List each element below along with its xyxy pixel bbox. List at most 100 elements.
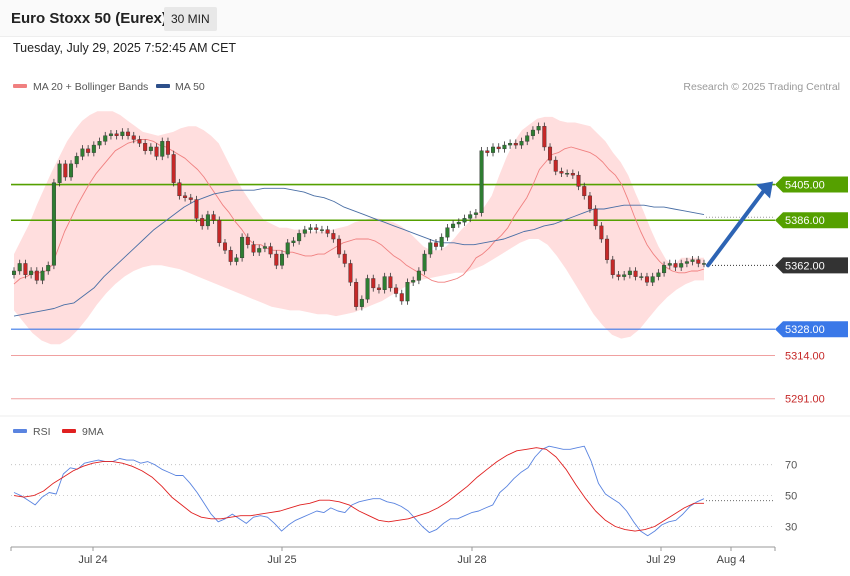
candle bbox=[103, 131, 108, 146]
candle bbox=[491, 143, 496, 157]
candle-body bbox=[525, 135, 530, 142]
rsi-legend: RSI 9MA bbox=[13, 426, 104, 438]
candle bbox=[359, 295, 364, 311]
candle bbox=[348, 259, 353, 286]
last-price-tag-label: 5362.00 bbox=[785, 260, 825, 272]
legend-swatch-ma50 bbox=[156, 84, 170, 88]
candle-body bbox=[177, 182, 182, 197]
candle bbox=[108, 130, 113, 140]
candle-body bbox=[188, 197, 193, 200]
candle-body bbox=[183, 195, 188, 198]
candle-body bbox=[451, 223, 456, 228]
candle bbox=[268, 242, 273, 258]
candle-body bbox=[485, 150, 490, 153]
candle bbox=[690, 255, 695, 266]
candle bbox=[200, 214, 205, 230]
candle-body bbox=[240, 236, 245, 259]
x-axis-label: Jul 28 bbox=[457, 554, 486, 566]
candle-body bbox=[131, 135, 136, 140]
candle-body bbox=[80, 148, 85, 157]
candle-body bbox=[496, 146, 501, 150]
candle-body bbox=[34, 270, 39, 281]
candle bbox=[194, 195, 199, 223]
candle-body bbox=[650, 276, 655, 283]
candle bbox=[228, 246, 233, 266]
candle-body bbox=[40, 270, 45, 281]
candle bbox=[354, 278, 359, 311]
support-tag-label: 5328.00 bbox=[785, 324, 825, 336]
candle-body bbox=[148, 146, 153, 151]
interval-selector-button[interactable]: 30 MIN bbox=[164, 7, 217, 31]
candle bbox=[40, 267, 45, 285]
candle-body bbox=[91, 144, 96, 153]
candle-body bbox=[456, 221, 461, 225]
candle bbox=[120, 128, 125, 140]
candle bbox=[34, 267, 39, 285]
candle-body bbox=[548, 146, 553, 161]
candle bbox=[342, 250, 347, 268]
candle-body bbox=[86, 148, 91, 153]
candle-body bbox=[114, 133, 119, 136]
candle-body bbox=[354, 282, 359, 307]
candle bbox=[502, 141, 507, 153]
minor-level-label: 5314.00 bbox=[785, 351, 825, 363]
candle-body bbox=[462, 218, 467, 223]
candle bbox=[428, 239, 433, 258]
legend-label-ma20: MA 20 + Bollinger Bands bbox=[33, 81, 148, 93]
candle bbox=[593, 205, 598, 230]
candle bbox=[667, 259, 672, 270]
candle bbox=[650, 272, 655, 286]
candle-body bbox=[342, 253, 347, 264]
candle bbox=[205, 210, 210, 230]
candle-body bbox=[553, 159, 558, 172]
candle bbox=[245, 233, 250, 249]
legend-swatch-9ma bbox=[62, 429, 76, 433]
candle bbox=[291, 237, 296, 247]
rsi-tick-label: 50 bbox=[785, 491, 797, 503]
candle-body bbox=[314, 227, 319, 230]
candle-body bbox=[656, 272, 661, 277]
candle-body bbox=[371, 278, 376, 289]
candle-body bbox=[616, 274, 621, 277]
candle bbox=[51, 178, 56, 270]
candle bbox=[673, 259, 678, 271]
candle bbox=[565, 169, 570, 178]
candle bbox=[74, 152, 79, 168]
candle bbox=[314, 224, 319, 234]
candle-body bbox=[331, 233, 336, 240]
candle bbox=[627, 267, 632, 279]
candle bbox=[684, 257, 689, 268]
candle-body bbox=[582, 186, 587, 197]
candle bbox=[365, 274, 370, 303]
rsi-guide-lines: 30 50 70 bbox=[11, 460, 797, 533]
forecast-arrow-shaft bbox=[706, 188, 766, 268]
candle bbox=[148, 143, 153, 155]
candle-body bbox=[46, 265, 51, 272]
candle-body bbox=[662, 265, 667, 274]
price-panel: 5405.00 5386.00 5362.00 5328.00 5314.00 5291.… bbox=[11, 81, 848, 406]
candle-body bbox=[570, 173, 575, 176]
candle-body bbox=[29, 270, 34, 275]
candle-body bbox=[268, 246, 273, 255]
candle-body bbox=[565, 173, 570, 175]
candle-body bbox=[416, 270, 421, 281]
candle-body bbox=[627, 270, 632, 275]
candle bbox=[519, 137, 524, 149]
bollinger-bands bbox=[14, 111, 704, 345]
candle-body bbox=[411, 280, 416, 283]
candle-body bbox=[348, 263, 353, 283]
candle-body bbox=[222, 242, 227, 251]
candle bbox=[222, 239, 227, 255]
candle-body bbox=[530, 129, 535, 136]
candle-body bbox=[519, 141, 524, 146]
candle bbox=[285, 239, 290, 258]
candle bbox=[639, 272, 644, 281]
candle-body bbox=[297, 233, 302, 242]
candle bbox=[702, 259, 707, 268]
candle-body bbox=[302, 229, 307, 234]
candle bbox=[605, 235, 610, 264]
candle-body bbox=[428, 242, 433, 255]
candle bbox=[536, 122, 541, 134]
candle bbox=[257, 244, 262, 256]
candle-body bbox=[696, 259, 701, 264]
